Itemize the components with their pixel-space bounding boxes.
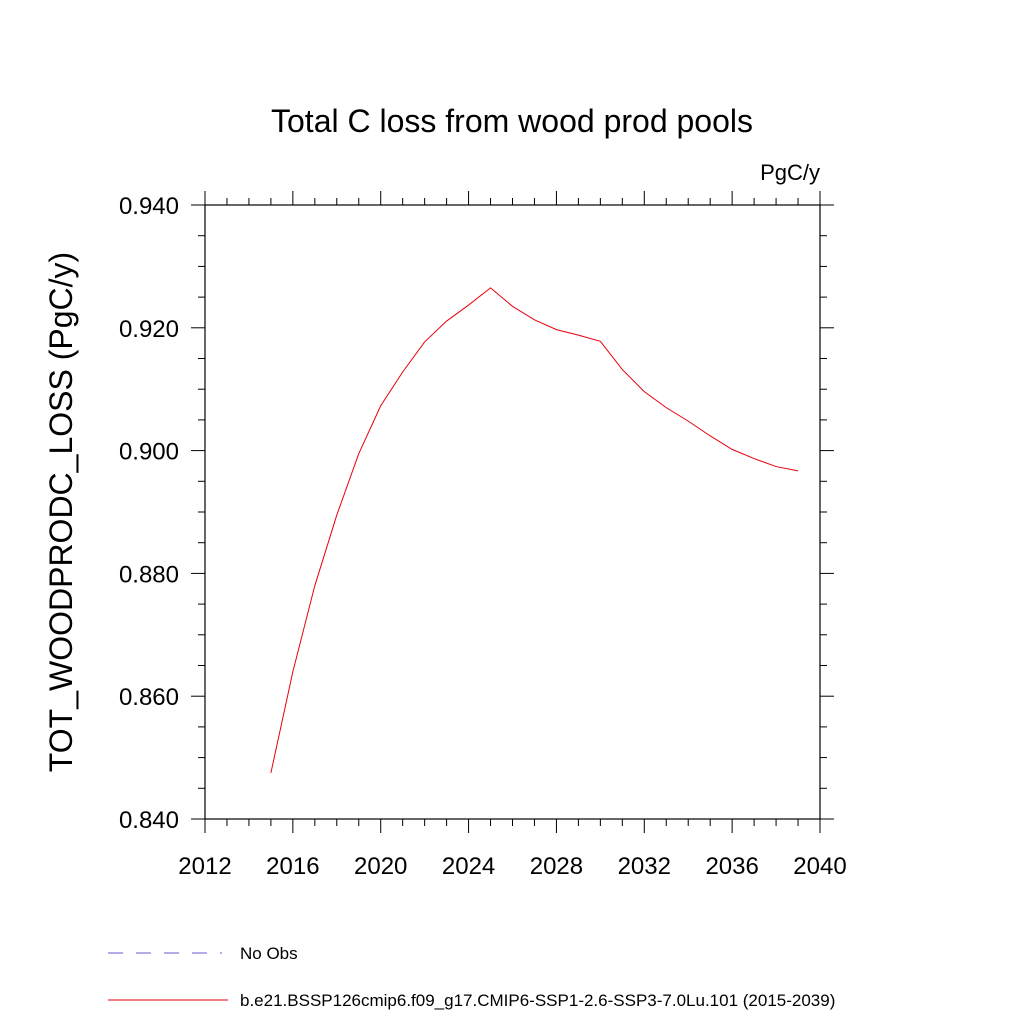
x-tick-label: 2016 (266, 853, 319, 880)
x-tick-label: 2020 (354, 853, 407, 880)
x-tick-label: 2012 (178, 853, 231, 880)
y-axis-title: TOT_WOODPRODC_LOSS (PgC/y) (43, 252, 79, 772)
units-label: PgC/y (760, 160, 820, 185)
y-tick-label: 0.900 (119, 439, 179, 466)
series-line (270, 287, 799, 774)
y-tick-label: 0.880 (119, 561, 179, 588)
series-lines (270, 287, 799, 774)
x-tick-label: 2040 (793, 853, 846, 880)
y-tick-label: 0.920 (119, 316, 179, 343)
legend: No Obs b.e21.BSSP126cmip6.f09_g17.CMIP6-… (108, 944, 835, 1010)
x-tick-label: 2032 (618, 853, 671, 880)
x-tick-label: 2024 (442, 853, 495, 880)
plot-frame (204, 204, 821, 820)
y-tick-label: 0.860 (119, 684, 179, 711)
y-tick-label: 0.840 (119, 807, 179, 834)
x-tick-labels: 2012 2016 2020 2024 2028 2032 2036 2040 (178, 853, 846, 880)
y-tick-labels: 0.840 0.860 0.880 0.900 0.920 0.940 (119, 193, 179, 834)
chart-title: Total C loss from wood prod pools (271, 103, 753, 139)
axis-ticks (191, 191, 834, 833)
legend-label-model: b.e21.BSSP126cmip6.f09_g17.CMIP6-SSP1-2.… (240, 991, 835, 1010)
y-tick-label: 0.940 (119, 193, 179, 220)
legend-label-no-obs: No Obs (240, 944, 298, 963)
x-tick-label: 2028 (530, 853, 583, 880)
x-tick-label: 2036 (705, 853, 758, 880)
